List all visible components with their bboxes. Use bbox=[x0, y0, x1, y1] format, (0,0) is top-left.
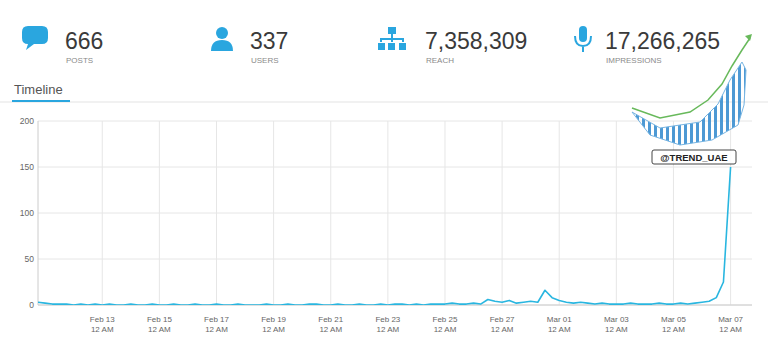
stat: 17,266,265 IMPRESSIONS bbox=[575, 26, 720, 65]
stat-value: 7,358,309 bbox=[425, 28, 527, 54]
x-grid-line bbox=[502, 121, 503, 305]
x-grid-line bbox=[559, 121, 560, 305]
x-tick-label: Mar 0712 AM bbox=[718, 315, 743, 334]
x-grid-line bbox=[330, 121, 331, 305]
x-tick-label-line: 12 AM bbox=[719, 325, 742, 334]
y-tick-label: 150 bbox=[20, 162, 34, 172]
x-tick-label: Mar 0112 AM bbox=[547, 315, 572, 334]
x-tick-label-line: Feb 17 bbox=[204, 315, 229, 324]
stat-label: USERS bbox=[251, 56, 279, 65]
x-tick-label-line: Feb 25 bbox=[433, 315, 458, 324]
stat: 337 USERS bbox=[211, 27, 288, 65]
x-tick-label: Feb 2712 AM bbox=[490, 315, 515, 334]
x-tick-label: Feb 1312 AM bbox=[90, 315, 115, 334]
icon-users bbox=[216, 27, 228, 39]
icon-mic bbox=[579, 26, 587, 42]
y-grid-line bbox=[38, 213, 752, 214]
tab-label: Timeline bbox=[14, 82, 63, 97]
watermark-arrow bbox=[745, 34, 752, 41]
tab-underline bbox=[12, 100, 70, 102]
watermark-box bbox=[652, 150, 736, 164]
x-grid-line bbox=[616, 121, 617, 305]
y-grid-line bbox=[38, 259, 752, 260]
y-tick-label: 200 bbox=[20, 116, 34, 126]
x-grid-line bbox=[159, 121, 160, 305]
x-tick-label-line: 12 AM bbox=[319, 325, 342, 334]
x-tick-label-line: 12 AM bbox=[605, 325, 628, 334]
icon-reach-box bbox=[399, 43, 406, 50]
x-tick-label: Feb 2312 AM bbox=[375, 315, 400, 334]
x-tick-label-line: Feb 23 bbox=[375, 315, 400, 324]
x-grid-line bbox=[102, 121, 103, 305]
y-tick-label: 0 bbox=[29, 300, 34, 310]
series-line bbox=[38, 167, 731, 305]
stat: 666 POSTS bbox=[22, 26, 103, 65]
data-group bbox=[38, 167, 731, 305]
x-grid-line bbox=[673, 121, 674, 305]
x-tick-label-line: Feb 27 bbox=[490, 315, 515, 324]
y-tick-label: 100 bbox=[20, 208, 34, 218]
stat-value: 337 bbox=[250, 28, 288, 54]
x-tick-label-line: Mar 01 bbox=[547, 315, 572, 324]
stat-value: 17,266,265 bbox=[605, 28, 720, 54]
icon-mic-stand bbox=[575, 36, 591, 52]
y-axis bbox=[38, 121, 39, 305]
page: 666 POSTS 337 USERS 7,358,309 REACH 17,266,265… bbox=[0, 0, 768, 359]
stat-label: IMPRESSIONS bbox=[606, 56, 662, 65]
tab-rule bbox=[0, 102, 768, 103]
x-tick-label-line: 12 AM bbox=[434, 325, 457, 334]
x-grid-line bbox=[730, 121, 731, 305]
stat-label: REACH bbox=[426, 56, 454, 65]
x-grid-line bbox=[273, 121, 274, 305]
x-grid-line bbox=[444, 121, 445, 305]
watermark-map bbox=[632, 62, 746, 145]
icon-reach-box bbox=[388, 43, 395, 50]
x-tick-label-line: 12 AM bbox=[662, 325, 685, 334]
x-tick-label-line: Feb 19 bbox=[261, 315, 286, 324]
grid bbox=[38, 121, 752, 305]
watermark-trend bbox=[632, 38, 750, 118]
x-tick-label-line: 12 AM bbox=[491, 325, 514, 334]
icon-reach bbox=[388, 27, 396, 34]
x-tick-label: Feb 1512 AM bbox=[147, 315, 172, 334]
x-tick-label-line: 12 AM bbox=[148, 325, 171, 334]
y-grid-line bbox=[38, 167, 752, 168]
x-tick-label-line: Mar 07 bbox=[718, 315, 743, 324]
x-tick-label: Feb 1712 AM bbox=[204, 315, 229, 334]
icon-users-body bbox=[211, 40, 233, 51]
x-tick-label: Feb 1912 AM bbox=[261, 315, 286, 334]
watermark-text: @TREND_UAE bbox=[660, 152, 727, 163]
x-grid-line bbox=[387, 121, 388, 305]
x-tick-label: Mar 0312 AM bbox=[604, 315, 629, 334]
x-tick-label-line: Feb 21 bbox=[318, 315, 343, 324]
icon-posts bbox=[22, 26, 48, 50]
icon-reach-box bbox=[378, 43, 385, 50]
stat-value: 666 bbox=[65, 28, 103, 54]
x-tick-label-line: Mar 03 bbox=[604, 315, 629, 324]
x-tick-label-line: 12 AM bbox=[548, 325, 571, 334]
x-tick-label: Mar 0512 AM bbox=[661, 315, 686, 334]
x-tick-label-line: 12 AM bbox=[205, 325, 228, 334]
icon-reach-lines bbox=[381, 34, 403, 42]
x-tick-label-line: 12 AM bbox=[91, 325, 114, 334]
x-tick-label-line: Feb 15 bbox=[147, 315, 172, 324]
x-tick-label-line: 12 AM bbox=[262, 325, 285, 334]
x-tick-label: Feb 2512 AM bbox=[433, 315, 458, 334]
x-grid-line bbox=[216, 121, 217, 305]
x-tick-label: Feb 2112 AM bbox=[318, 315, 343, 334]
x-tick-label-line: Feb 13 bbox=[90, 315, 115, 324]
x-tick-label-line: 12 AM bbox=[377, 325, 400, 334]
y-tick-label: 50 bbox=[25, 254, 35, 264]
stat: 7,358,309 REACH bbox=[378, 27, 527, 65]
x-tick-label-line: Mar 05 bbox=[661, 315, 686, 324]
stat-label: POSTS bbox=[66, 56, 93, 65]
watermark bbox=[632, 34, 752, 164]
